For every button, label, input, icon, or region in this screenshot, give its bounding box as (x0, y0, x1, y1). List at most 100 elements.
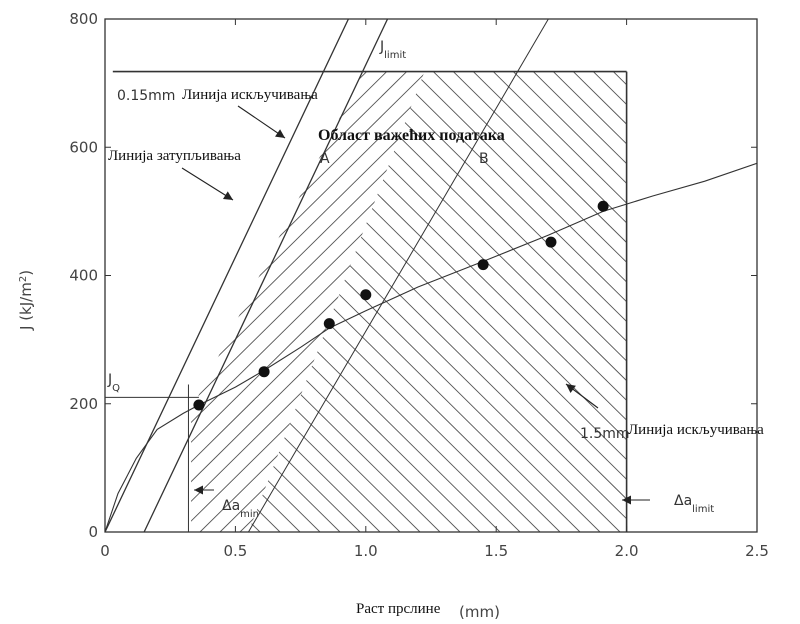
hatch-line-a (580, 19, 800, 532)
r-curve-fit (105, 162, 757, 532)
delta-a-min-sub: min (240, 509, 259, 520)
exclusion-15-value: 1.5mm (580, 426, 630, 442)
hatch-line-a (191, 71, 425, 533)
hatch-line-b (499, 71, 627, 533)
hatch-line-a (640, 19, 800, 532)
hatch-line-a (379, 71, 425, 533)
j-q-base: J (107, 372, 112, 388)
hatch-line-b (760, 19, 800, 532)
annotation-arrows (181, 105, 650, 505)
hatch-line-a (740, 19, 800, 532)
blunting-line-label: Линија затупљивања (108, 148, 241, 164)
hatch-line-a (680, 19, 800, 532)
hatch-line-a (460, 19, 800, 532)
delta-a-min-base: Δa (222, 498, 240, 514)
data-point (477, 259, 489, 271)
exclusion-015-arrow-head (275, 129, 285, 138)
x-tick-label: 0.5 (223, 542, 247, 560)
hatch-line-b (379, 71, 627, 533)
blunting-line-arrow (181, 167, 234, 201)
hatch-line-a (700, 19, 800, 532)
j-q-sub: Q (112, 383, 120, 394)
hatch-line-a (191, 71, 425, 533)
hatch-line-b (619, 71, 627, 533)
x-tick-label: 2.0 (615, 542, 639, 560)
y-tick-label: 800 (69, 10, 98, 28)
hatch-line-b (279, 71, 627, 533)
hatch-line-a (620, 19, 800, 532)
hatch-line-b (248, 71, 627, 533)
hatch-line-b (740, 19, 800, 532)
hatch-line-b (419, 71, 627, 533)
hatch-line-a (600, 19, 800, 532)
data-point (258, 366, 270, 378)
y-tick-label: 0 (88, 523, 98, 541)
j-limit-sub: limit (384, 50, 406, 61)
exclusion-line-15mm-lower (248, 19, 549, 532)
x-tick-label: 0 (100, 542, 110, 560)
j-limit-label: Jlimit (379, 39, 406, 61)
hatch-line-b (599, 71, 627, 533)
hatch-line-b (640, 19, 800, 532)
hatch-line-a (339, 71, 425, 533)
y-tick-label: 400 (69, 267, 98, 285)
construction-lines (105, 19, 757, 532)
y-axis-label-close: ) (17, 270, 35, 276)
hatch-line-a (780, 19, 800, 532)
blunting-line-arrow-head (222, 191, 233, 200)
hatch-line-b (248, 71, 627, 533)
hatch-line-a (720, 19, 800, 532)
region-a-label: A (320, 151, 330, 167)
exclusion-15-label: Линија искључивања (628, 422, 764, 438)
x-tick-label: 2.5 (745, 542, 769, 560)
hatch-line-b (299, 71, 627, 533)
region-b-label: B (479, 151, 489, 167)
data-point (360, 289, 372, 301)
hatch-line-b (248, 71, 441, 533)
hatch-line-b (579, 71, 627, 533)
j-q-label: JQ (107, 372, 120, 394)
hatch-line-b (0, 19, 80, 532)
y-axis-label: J (kJ/m2) (17, 270, 35, 331)
hatch-line-a (191, 71, 425, 533)
hatch-line-a (760, 19, 800, 532)
hatch-line-b (399, 71, 627, 533)
hatch-line-a (191, 71, 425, 533)
exclusion-015-label: Линија искључивања (182, 87, 318, 103)
data-point (597, 200, 609, 212)
hatch-line-b (660, 19, 800, 532)
hatch-line-b (559, 71, 627, 533)
hatch-line-b (519, 71, 627, 533)
hatch-line-b (248, 71, 627, 533)
y-axis-label-main: J (kJ/m (17, 282, 35, 331)
hatch-line-b (248, 71, 627, 533)
hatch-line-b (359, 71, 627, 533)
hatch-line-b (479, 71, 627, 533)
hatch-line-b (248, 71, 461, 533)
hatch-line-a (191, 71, 425, 533)
delta-a-limit-label: Δalimit (674, 493, 714, 515)
data-point (545, 236, 557, 248)
data-point (193, 399, 205, 411)
hatch-line-a (191, 71, 425, 533)
j-limit-base: J (379, 39, 384, 55)
data-points (193, 200, 609, 411)
hatch-line-b (248, 71, 481, 533)
hatch-line-b (248, 71, 401, 533)
hatch-line-b (439, 71, 627, 533)
y-tick-label: 600 (69, 138, 98, 156)
hatch-line-b (459, 71, 627, 533)
hatch-line-a (299, 71, 425, 533)
hatch-line-b (248, 71, 381, 533)
exclusion-line-015mm (143, 19, 389, 532)
exclusion-015-value: 0.15mm (117, 88, 175, 104)
delta-a-limit-sub: limit (692, 504, 714, 515)
hatch-line-b (248, 71, 621, 533)
hatch-line-b (680, 19, 800, 532)
hatch-line-b (720, 19, 800, 532)
limit-lines (112, 70, 628, 532)
hatch-line-a (540, 19, 800, 532)
exclusion-015-arrow (237, 105, 286, 139)
hatch-line-b (780, 19, 800, 532)
valid-data-region-title: Област важећих података (318, 127, 505, 144)
